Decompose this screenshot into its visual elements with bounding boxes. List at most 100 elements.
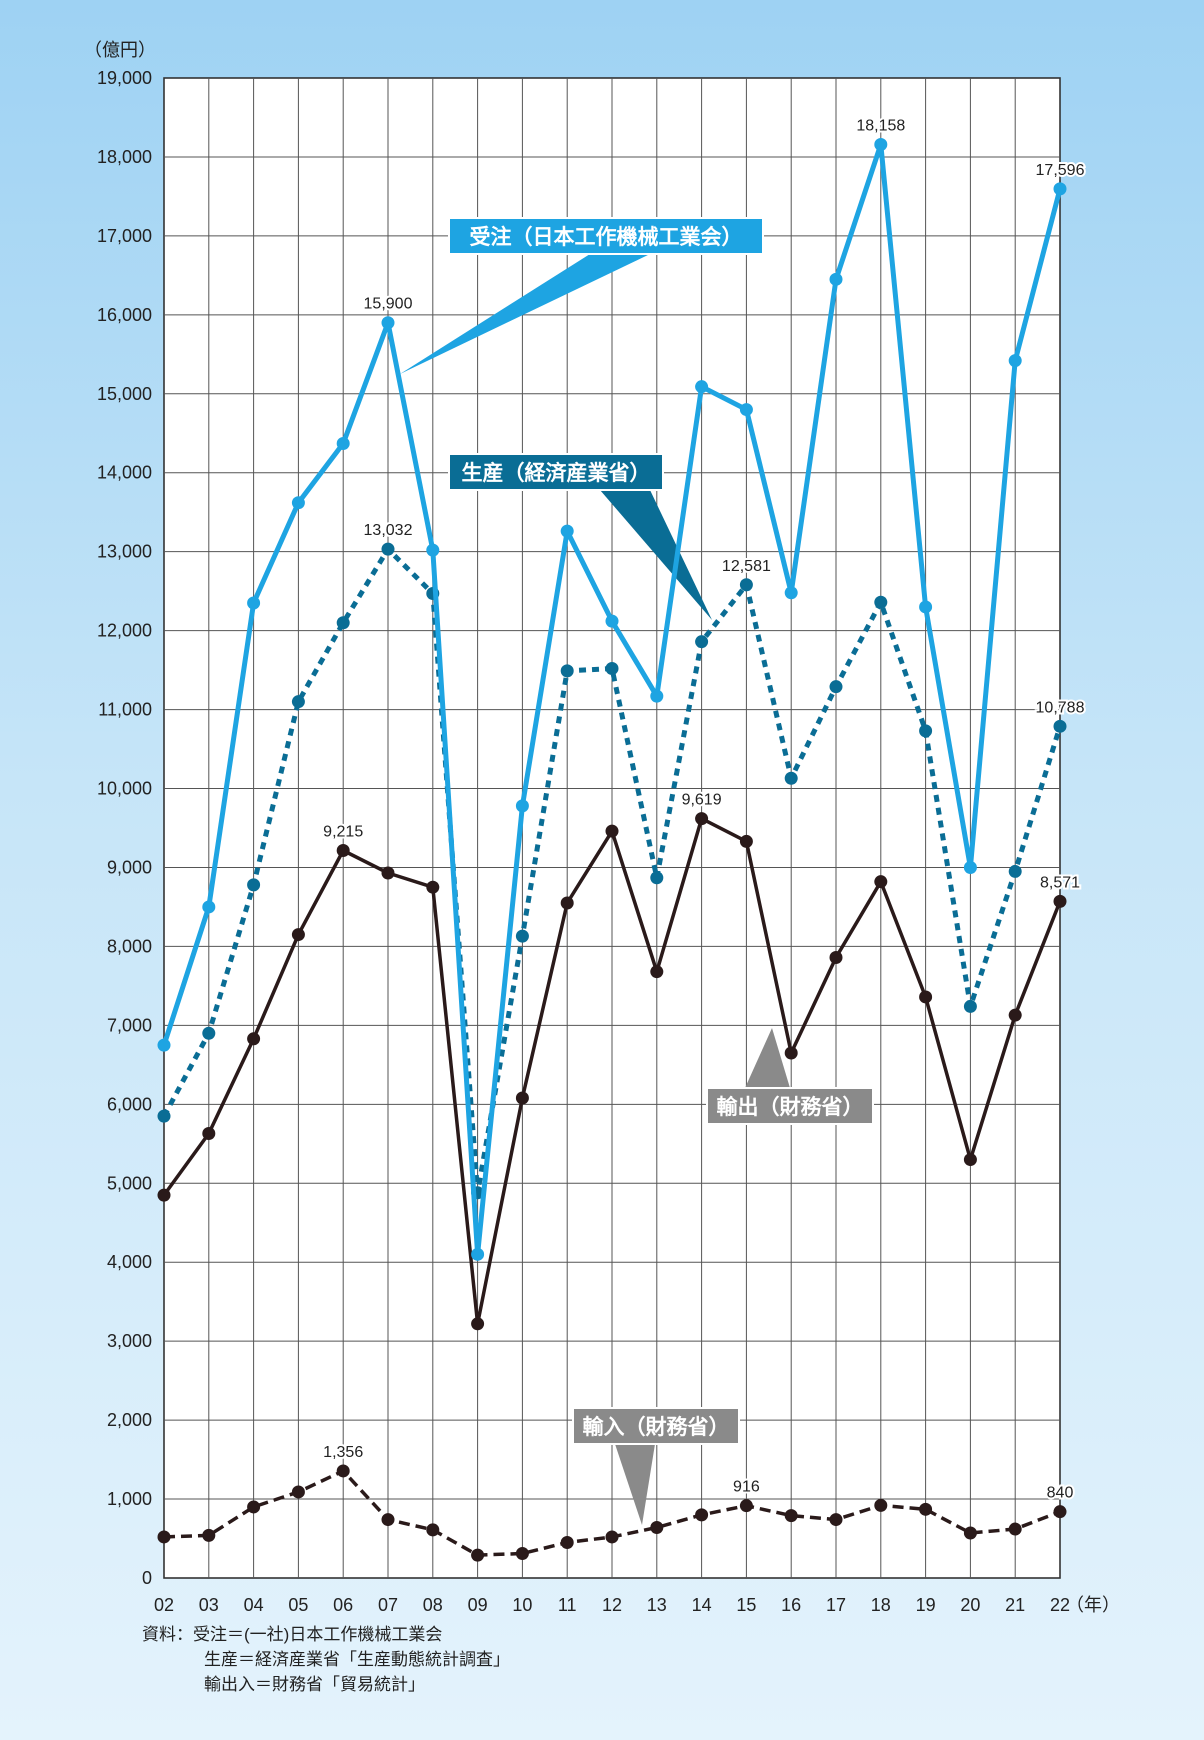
data-point — [515, 1547, 529, 1561]
data-point — [202, 1026, 216, 1040]
data-label: 13,032 — [364, 522, 413, 539]
data-point — [157, 1188, 171, 1202]
data-point — [650, 871, 664, 885]
data-point — [784, 586, 798, 600]
data-point — [650, 1520, 664, 1534]
callout-pointer — [745, 1028, 790, 1088]
data-point — [381, 316, 395, 330]
y-tick-label: 19,000 — [97, 68, 152, 88]
data-point — [829, 272, 843, 286]
y-tick-label: 7,000 — [107, 1015, 152, 1035]
x-axis-unit: （年） — [1066, 1595, 1120, 1615]
data-point — [1053, 719, 1067, 733]
data-point — [919, 600, 933, 614]
callout-box — [706, 1087, 874, 1125]
callout-box — [572, 1407, 740, 1445]
data-label: 916 — [733, 1479, 760, 1496]
source-line-2: 生産＝経済産業省「生産動態統計調査」 — [204, 1650, 510, 1669]
data-point — [963, 999, 977, 1013]
data-point — [560, 1535, 574, 1549]
data-point — [426, 543, 440, 557]
series-group — [157, 137, 1067, 1562]
data-point — [874, 1498, 888, 1512]
x-tick-label: 03 — [199, 1595, 219, 1615]
series-name-label: 生産（経済産業省） — [462, 461, 651, 485]
series-2 — [157, 812, 1067, 1331]
y-tick-label: 5,000 — [107, 1173, 152, 1193]
source-note: 資料：受注＝(一社)日本工作機械工業会 生産＝経済産業省「生産動態統計調査」 輸… — [142, 1622, 510, 1697]
data-point — [247, 1032, 261, 1046]
callout-pointer — [600, 490, 712, 620]
data-point — [202, 1127, 216, 1141]
data-point — [381, 866, 395, 880]
source-line-3: 輸出入＝財務省「貿易統計」 — [204, 1675, 425, 1694]
data-label: 18,158 — [856, 117, 905, 134]
x-tick-label: 04 — [244, 1595, 264, 1615]
callout-pointer — [615, 1444, 655, 1525]
data-point — [739, 834, 753, 848]
data-point — [784, 1046, 798, 1060]
data-point — [739, 403, 753, 417]
data-point — [336, 616, 350, 630]
data-point — [784, 771, 798, 785]
series-3 — [157, 1464, 1067, 1562]
data-point — [471, 1247, 485, 1261]
x-tick-label: 09 — [468, 1595, 488, 1615]
x-tick-label: 22 — [1050, 1595, 1070, 1615]
series-0 — [157, 137, 1067, 1261]
x-tick-label: 15 — [736, 1595, 756, 1615]
x-tick-label: 18 — [871, 1595, 891, 1615]
data-point — [381, 542, 395, 556]
data-point — [157, 1109, 171, 1123]
data-point — [1053, 1505, 1067, 1519]
data-point — [695, 1508, 709, 1522]
data-label: 1,356 — [323, 1444, 363, 1461]
x-tick-label: 08 — [423, 1595, 443, 1615]
x-tick-label: 10 — [512, 1595, 532, 1615]
y-tick-label: 3,000 — [107, 1331, 152, 1351]
data-label: 15,900 — [364, 296, 413, 313]
data-point — [605, 824, 619, 838]
data-label: 9,619 — [682, 792, 722, 809]
data-point — [919, 1502, 933, 1516]
data-label: 840 — [1047, 1485, 1074, 1502]
data-point — [1053, 182, 1067, 196]
data-point — [336, 844, 350, 857]
series-name-label: 受注（日本工作機械工業会） — [470, 225, 743, 249]
x-tick-label: 07 — [378, 1595, 398, 1615]
data-point — [291, 695, 305, 709]
data-label: 17,596 — [1036, 162, 1085, 179]
data-point — [1008, 1522, 1022, 1536]
data-point — [560, 524, 574, 538]
data-point — [1008, 354, 1022, 368]
x-tick-label: 16 — [781, 1595, 801, 1615]
y-tick-label: 16,000 — [97, 305, 152, 325]
x-tick-label: 05 — [288, 1595, 308, 1615]
data-label: 8,571 — [1040, 874, 1080, 891]
data-point — [515, 799, 529, 813]
x-axis: 02 03 04 05 06 07 08 09 10 11 12 13 14 15 16 17 18 19 20 21… — [154, 1595, 1070, 1615]
y-tick-label: 4,000 — [107, 1252, 152, 1272]
data-point — [515, 1091, 529, 1105]
data-point — [829, 950, 843, 964]
callout-pointer — [400, 254, 650, 374]
callouts: 受注（日本工作機械工業会） 生産（経済産業省） 輸出（財務省） 輸入（財務省） — [400, 217, 874, 1525]
data-point — [963, 1526, 977, 1540]
data-point — [1008, 1008, 1022, 1022]
data-point — [695, 812, 709, 826]
series-line — [161, 546, 1063, 1196]
data-point — [739, 1499, 753, 1513]
x-tick-label: 06 — [333, 1595, 353, 1615]
x-tick-label: 12 — [602, 1595, 622, 1615]
data-point — [695, 635, 709, 649]
y-tick-label: 2,000 — [107, 1410, 152, 1430]
data-point — [247, 1500, 261, 1514]
point-labels: 15,900 18,158 17,596 13,032 12,581 10,788 9,21… — [321, 115, 1086, 1503]
data-point — [695, 380, 709, 394]
x-tick-label: 21 — [1005, 1595, 1025, 1615]
data-point — [650, 689, 664, 703]
data-point — [426, 880, 440, 894]
y-tick-label: 14,000 — [97, 463, 152, 483]
y-tick-label: 11,000 — [98, 700, 152, 720]
